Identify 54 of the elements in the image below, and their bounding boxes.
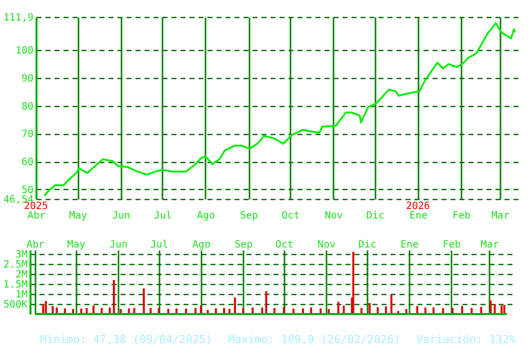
y-tick-label: 111,9 xyxy=(3,12,34,24)
x-tick-label: Jul xyxy=(154,210,172,222)
x-tick-label: Oct xyxy=(282,210,300,222)
x-tick-label: Sep xyxy=(240,210,258,222)
bar xyxy=(337,302,340,314)
x-tick-label: Mar xyxy=(480,240,499,250)
x-tick-label: May xyxy=(69,210,88,222)
x-tick-label: Jun xyxy=(109,240,128,250)
line-series xyxy=(43,22,516,197)
x-tick-label: Ago xyxy=(192,240,210,250)
x-tick-label: Abr xyxy=(27,210,46,222)
bar xyxy=(234,298,236,314)
y-tick-label: 1.5M xyxy=(3,280,28,290)
bar xyxy=(265,291,268,314)
text: Minimo: 47,38 (09/04/2025) xyxy=(40,333,212,346)
y-tick-label: 500K xyxy=(3,300,28,310)
text: Maximo: 109,9 (26/02/2026) xyxy=(228,333,400,346)
x-tick-label: Ago xyxy=(196,210,215,222)
x-tick-label: Nov xyxy=(324,210,343,222)
y-tick-label: 70 xyxy=(21,129,34,140)
text: Variación: 132% xyxy=(416,333,516,346)
y-tick-label: 50 xyxy=(21,184,34,196)
x-tick-label: Feb xyxy=(452,210,471,222)
y-tick-label: 2.5M xyxy=(3,260,28,270)
bar xyxy=(390,295,392,314)
x-tick-label: Oct xyxy=(275,240,294,250)
y-tick-label: 3M xyxy=(15,250,28,260)
bar xyxy=(368,303,371,314)
y-tick-label: 90 xyxy=(21,73,34,84)
x-tick-label: Sep xyxy=(234,240,253,250)
bar xyxy=(494,304,496,314)
y-tick-label: 1M xyxy=(15,290,28,300)
y-tick-label: 2M xyxy=(15,270,28,280)
x-tick-label: Dic xyxy=(358,240,376,250)
x-tick-label: Ene xyxy=(409,210,428,222)
x-tick-label: May xyxy=(67,240,86,250)
x-tick-label: Mar xyxy=(491,210,510,222)
text: 2025 xyxy=(24,201,48,212)
text: 2026 xyxy=(406,201,430,212)
y-tick-label: 60 xyxy=(21,157,34,168)
x-tick-label: Ene xyxy=(400,240,419,250)
y-tick-label: 80 xyxy=(21,101,34,112)
x-tick-label: Jun xyxy=(112,210,130,222)
bar xyxy=(142,288,145,314)
y-tick-label: 100 xyxy=(15,46,34,57)
x-tick-label: Feb xyxy=(442,240,461,250)
x-tick-label: Nov xyxy=(318,240,336,250)
x-tick-label: Dic xyxy=(366,210,384,222)
bar xyxy=(490,300,492,314)
bar xyxy=(112,280,115,314)
x-tick-label: Abr xyxy=(26,240,45,250)
bar xyxy=(352,252,354,314)
bar xyxy=(44,301,47,314)
x-tick-label: Jul xyxy=(150,240,168,250)
